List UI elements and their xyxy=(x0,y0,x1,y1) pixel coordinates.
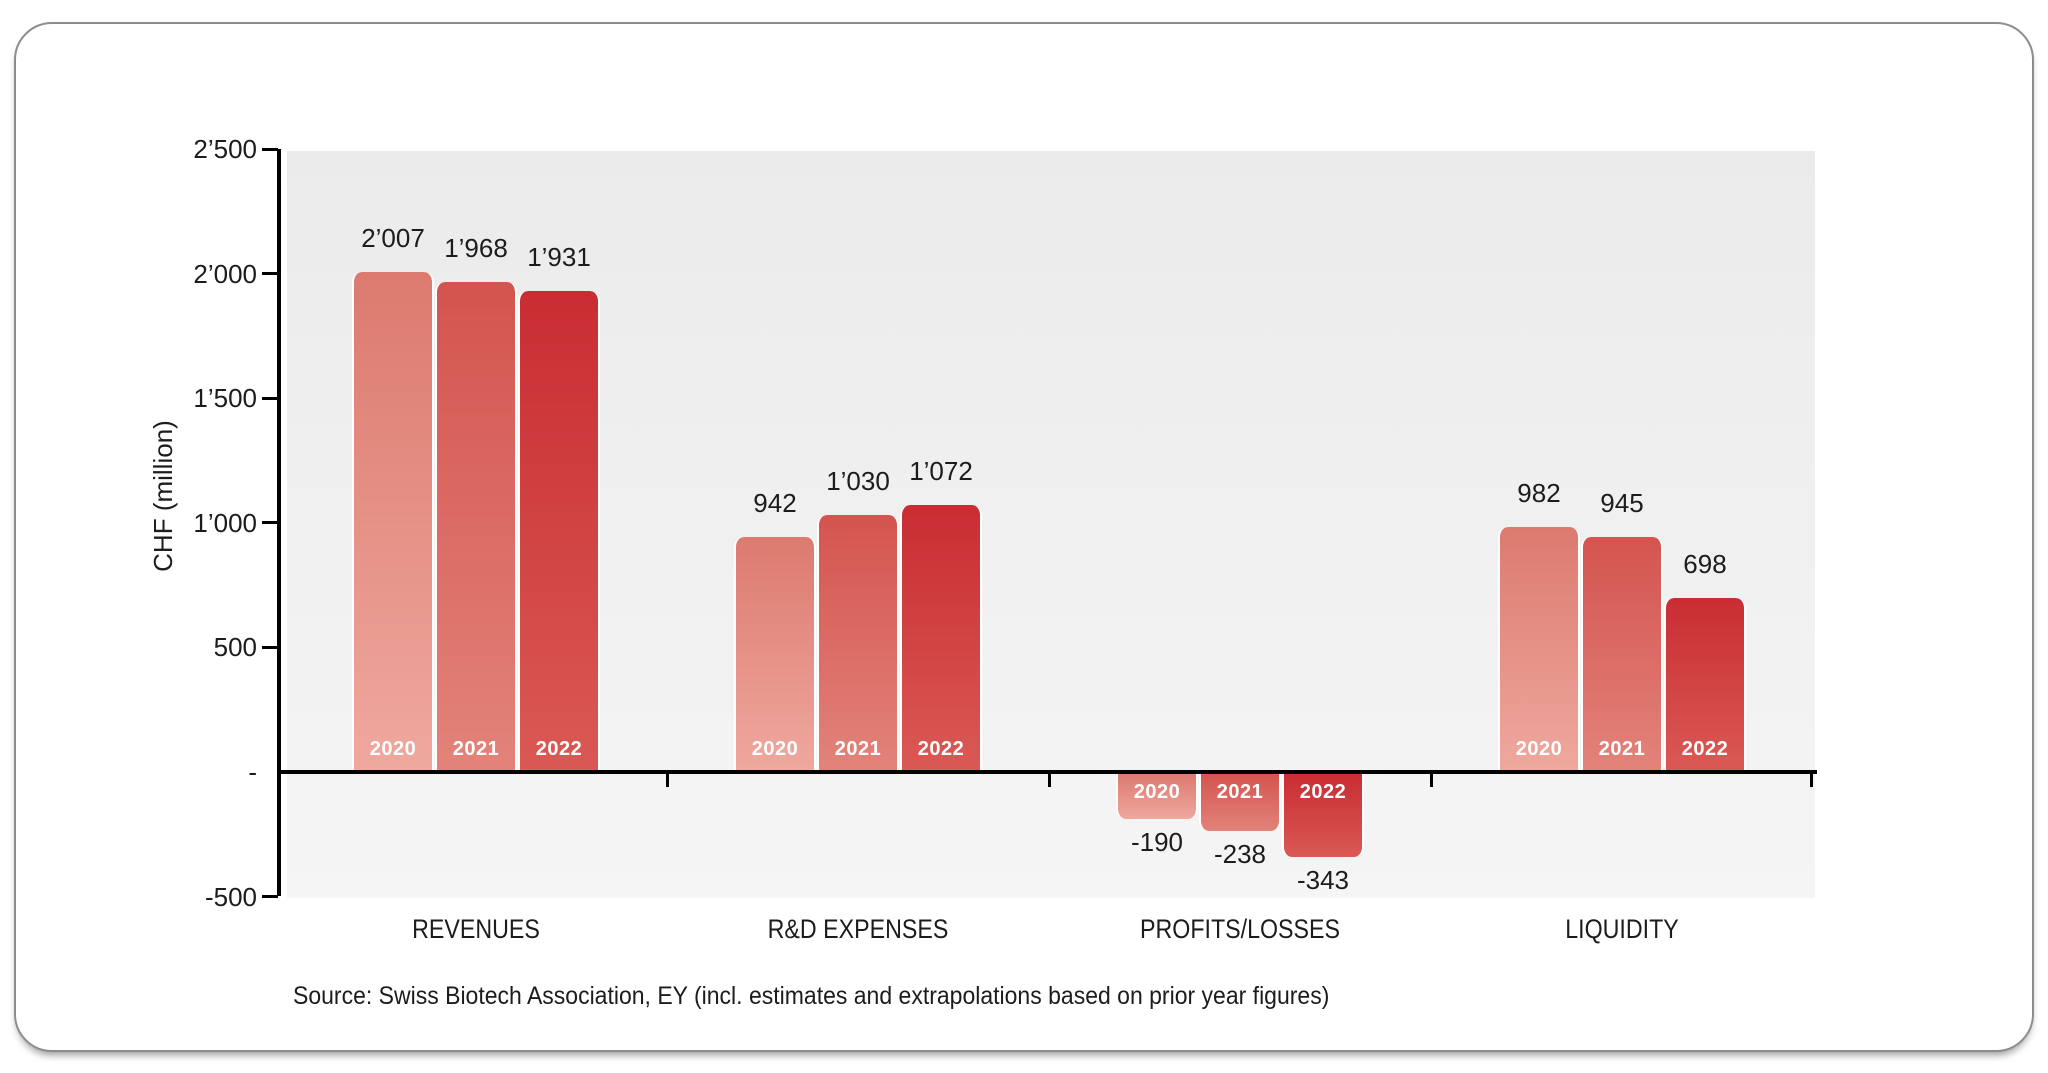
bar-value-label: 698 xyxy=(1683,549,1727,580)
bar-value-label: 2’007 xyxy=(361,222,425,253)
category-label: LIQUIDITY xyxy=(1565,914,1679,944)
bar: 2021 xyxy=(435,281,517,770)
y-tick-label: 2’500 xyxy=(193,134,257,164)
x-tick-mark xyxy=(1809,774,1813,787)
y-tick-label: -500 xyxy=(204,881,257,912)
y-tick-label: 1’500 xyxy=(193,383,257,414)
chart-card xyxy=(14,22,2034,1052)
y-tick-mark xyxy=(262,521,278,525)
y-tick-mark xyxy=(262,147,278,151)
bar-value-label: -238 xyxy=(1213,839,1267,870)
bar: 2022 xyxy=(1282,774,1364,858)
bar-year-label: 2022 xyxy=(1299,781,1347,803)
category-label: PROFITS/LOSSES xyxy=(1139,914,1341,944)
category-label: REVENUES xyxy=(412,914,540,944)
bar-year-label: 2021 xyxy=(1216,781,1264,803)
bar: 2020 xyxy=(1498,527,1580,770)
bar: 2022 xyxy=(1664,598,1746,770)
bar-value-label: -343 xyxy=(1296,865,1350,896)
bar-year-label: 2021 xyxy=(452,737,500,760)
bar-year-label: 2020 xyxy=(1515,737,1563,760)
y-tick-label: 1’000 xyxy=(193,507,257,538)
bar-value-label: 945 xyxy=(1600,487,1644,518)
y-tick-mark xyxy=(262,895,278,899)
bar-value-label: 1’072 xyxy=(909,455,973,486)
bar: 2022 xyxy=(900,504,982,770)
bar-year-label: 2022 xyxy=(917,737,965,760)
bar: 2020 xyxy=(352,271,434,770)
bar-value-label: -190 xyxy=(1130,827,1184,858)
bar-value-label: 1’931 xyxy=(527,241,591,272)
y-tick-label: 2’000 xyxy=(193,258,257,289)
bar: 2022 xyxy=(518,290,600,770)
bar: 2021 xyxy=(1581,536,1663,770)
bar-year-label: 2022 xyxy=(535,737,583,760)
x-tick-mark xyxy=(665,774,669,787)
y-tick-mark xyxy=(262,645,278,649)
bar-value-label: 1’030 xyxy=(826,466,890,497)
y-tick-mark xyxy=(262,396,278,400)
y-tick-label: 500 xyxy=(213,632,257,663)
y-tick-label: - xyxy=(248,757,257,787)
bar-value-label: 1’968 xyxy=(444,232,508,263)
bar-year-label: 2021 xyxy=(834,737,882,760)
bar-value-label: 942 xyxy=(753,488,797,519)
bar-value-label: 982 xyxy=(1517,478,1561,509)
x-axis-line xyxy=(277,770,1817,774)
y-tick-mark xyxy=(262,272,278,276)
category-label: R&D EXPENSES xyxy=(767,914,949,944)
bar: 2021 xyxy=(1199,774,1281,832)
x-tick-mark xyxy=(1429,774,1433,787)
y-axis-line xyxy=(277,149,281,896)
bar: 2020 xyxy=(734,537,816,770)
bar: 2021 xyxy=(817,515,899,770)
x-tick-mark xyxy=(1047,774,1051,787)
bar-year-label: 2020 xyxy=(1133,781,1181,803)
bar-year-label: 2020 xyxy=(751,737,799,760)
bar: 2020 xyxy=(1116,774,1198,820)
bar-year-label: 2022 xyxy=(1681,737,1729,760)
bar-year-label: 2020 xyxy=(369,737,417,760)
source-note: Source: Swiss Biotech Association, EY (i… xyxy=(293,982,1330,1010)
bar-year-label: 2021 xyxy=(1598,737,1646,760)
